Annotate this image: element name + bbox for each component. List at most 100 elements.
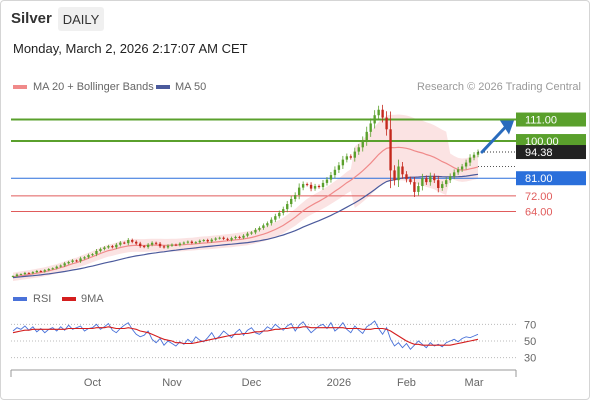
- candle-body: [460, 166, 464, 170]
- ma50-line: [12, 173, 479, 279]
- candle-body: [389, 129, 392, 171]
- candle-body: [425, 178, 428, 183]
- rsi-tick-label-30: 30: [524, 353, 536, 365]
- candle-body: [186, 241, 190, 243]
- candle-body: [329, 175, 333, 180]
- candle-body: [274, 216, 277, 220]
- candle-body: [182, 242, 186, 244]
- candle-body: [262, 225, 265, 228]
- candle-body: [337, 165, 341, 170]
- candle-body: [242, 235, 245, 238]
- candle-body: [397, 166, 400, 181]
- candle-body: [445, 180, 448, 185]
- candle-body: [91, 254, 94, 256]
- candle-body: [71, 260, 74, 262]
- candle-body: [381, 109, 384, 118]
- candle-body: [421, 178, 424, 187]
- rsi-tick-label-70: 70: [524, 319, 536, 331]
- candle-body: [357, 147, 360, 152]
- level-badge-111.00: [516, 112, 586, 127]
- candle-body: [293, 195, 297, 199]
- rsi-legend: RSI 9MA: [13, 293, 104, 305]
- candle-body: [353, 151, 356, 158]
- candle-body: [437, 180, 440, 188]
- candle-body: [246, 233, 249, 236]
- x-tick-label-Nov: Nov: [162, 377, 182, 389]
- timestamp-text: Monday, March 2, 2026 2:17:07 AM CET: [13, 41, 248, 56]
- candle-body: [345, 156, 349, 160]
- candle-body: [35, 270, 39, 273]
- candle-body: [43, 270, 46, 272]
- candle-body: [429, 176, 432, 183]
- candle-body: [206, 240, 209, 242]
- candle-body: [238, 236, 241, 238]
- candle-body: [103, 247, 106, 250]
- rsi-tick-label-50: 50: [524, 336, 536, 348]
- candle-body: [135, 241, 138, 244]
- candle-body: [11, 276, 15, 278]
- level-label-72.00: 72.00: [525, 191, 553, 203]
- candle-body: [417, 186, 420, 192]
- candle-body: [305, 184, 309, 186]
- level-label-111.00: 111.00: [525, 115, 557, 127]
- candle-body: [433, 176, 436, 181]
- candle-body: [138, 243, 142, 247]
- x-tick-label-Feb: Feb: [397, 377, 416, 389]
- candle-body: [115, 244, 118, 248]
- candle-body: [55, 266, 58, 269]
- candle-body: [166, 245, 170, 248]
- rsi-line: [12, 320, 479, 351]
- candle-body: [39, 270, 43, 272]
- candle-body: [131, 240, 134, 242]
- candle-body: [250, 232, 253, 234]
- candle-body: [218, 237, 221, 239]
- level-badge-100.00: [516, 134, 586, 149]
- candle-body: [405, 174, 408, 180]
- ma20-legend-swatch: [13, 85, 27, 89]
- level-badge-81.00: [516, 171, 586, 186]
- candle-body: [401, 166, 404, 175]
- candle-body: [317, 186, 321, 188]
- level-label-64.00: 64.00: [525, 206, 553, 218]
- candle-body: [222, 237, 225, 239]
- timeframe-badge[interactable]: DAILY: [58, 7, 104, 31]
- candle-body: [226, 238, 229, 240]
- candle-body: [258, 227, 261, 230]
- target-arrow-head: [500, 120, 514, 135]
- candle-body: [278, 212, 281, 217]
- x-axis: Oct Nov Dec 2026 Feb Mar: [10, 369, 517, 389]
- instrument-title: Silver: [11, 10, 52, 27]
- candle-body: [325, 179, 329, 183]
- rsi-legend-label: RSI: [33, 293, 51, 305]
- candle-body: [158, 243, 162, 247]
- candle-body: [254, 229, 257, 233]
- candle-body: [178, 243, 182, 246]
- candle-body: [309, 184, 313, 189]
- candle-body: [75, 260, 78, 262]
- candle-body: [301, 184, 305, 188]
- candle-body: [47, 269, 50, 271]
- candle-body: [290, 198, 293, 205]
- candle-body: [67, 261, 70, 264]
- candle-body: [441, 184, 444, 188]
- candle-body: [146, 244, 150, 248]
- candle-body: [210, 239, 213, 242]
- legend: MA 20 + Bollinger Bands MA 50 Research ©…: [13, 81, 581, 93]
- candle-body: [111, 246, 114, 248]
- candle-body: [99, 249, 102, 251]
- candle-body: [476, 152, 480, 155]
- candle-body: [464, 162, 468, 167]
- candle-body: [361, 140, 364, 148]
- candle-body: [413, 182, 416, 192]
- target-arrow-shaft: [480, 125, 508, 154]
- candle-body: [373, 115, 376, 124]
- rsi-ma-line: [12, 326, 479, 346]
- candle-body: [393, 170, 396, 181]
- candle-body: [87, 255, 90, 258]
- x-tick-label-Dec: Dec: [242, 377, 262, 389]
- candle-body: [194, 242, 198, 244]
- candle-body: [341, 159, 345, 166]
- candle-body: [59, 265, 62, 267]
- candle-body: [19, 274, 23, 276]
